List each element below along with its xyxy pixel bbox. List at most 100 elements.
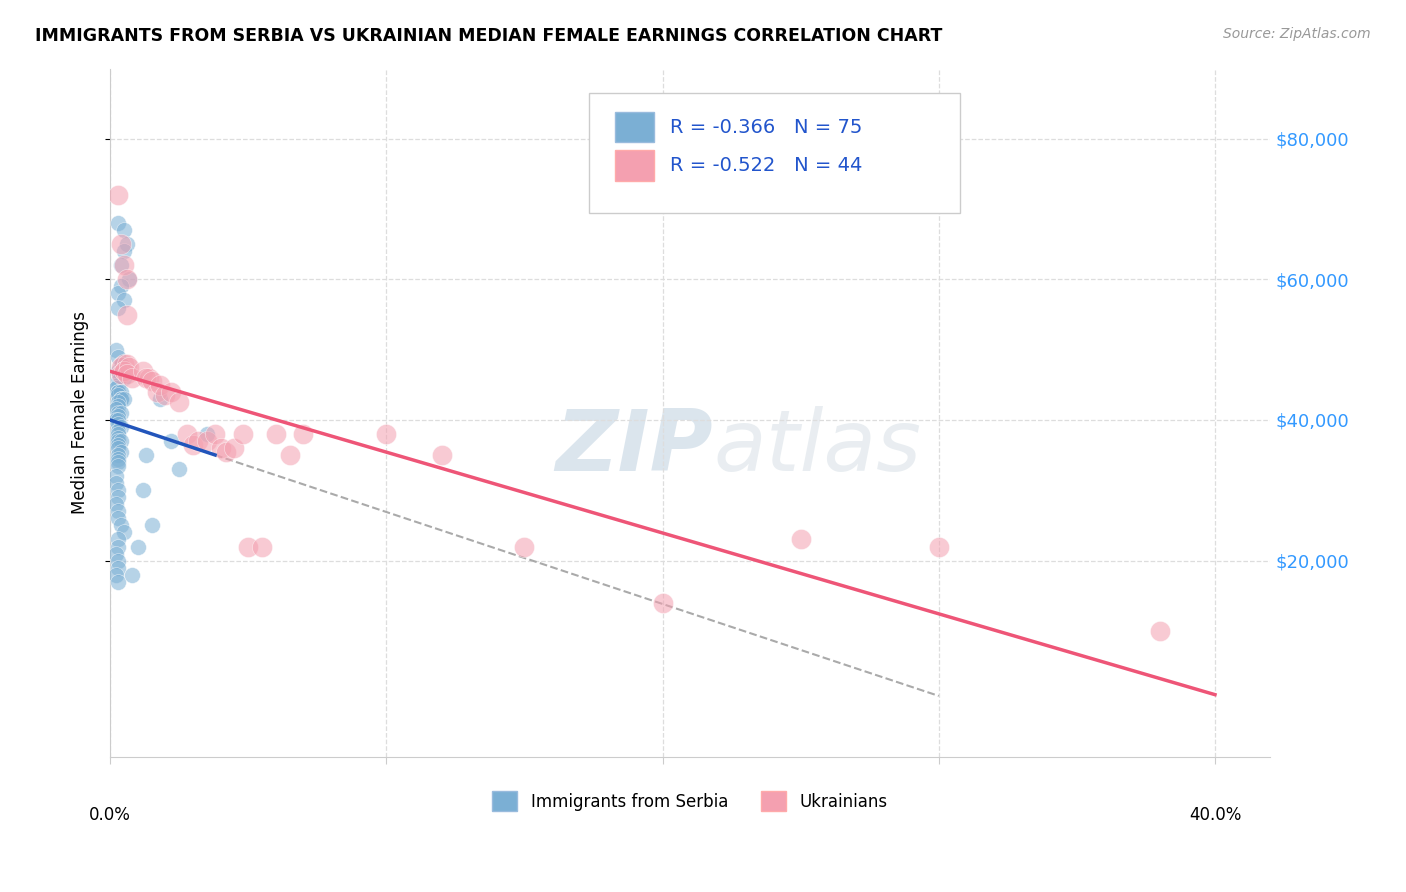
Point	[110, 279, 132, 293]
Point	[107, 483, 129, 498]
Point	[115, 357, 138, 371]
Point	[132, 483, 155, 498]
Point	[112, 364, 135, 378]
Point	[115, 368, 138, 382]
Point	[112, 244, 135, 259]
Legend: Immigrants from Serbia, Ukrainians: Immigrants from Serbia, Ukrainians	[485, 784, 894, 818]
Point	[141, 518, 163, 533]
Point	[135, 448, 157, 462]
Point	[160, 434, 183, 448]
Point	[107, 434, 129, 448]
Point	[110, 518, 132, 533]
Point	[107, 574, 129, 589]
Point	[430, 448, 453, 462]
Point	[107, 384, 129, 399]
Point	[107, 533, 129, 547]
Point	[115, 272, 138, 286]
Point	[107, 504, 129, 518]
Point	[232, 427, 254, 442]
Point	[115, 237, 138, 252]
Point	[121, 371, 143, 385]
Bar	[614, 151, 654, 181]
Point	[155, 388, 177, 402]
Point	[204, 427, 226, 442]
Text: ZIP: ZIP	[555, 406, 713, 489]
Point	[107, 553, 129, 567]
Point	[107, 374, 129, 388]
Bar	[614, 112, 654, 142]
Point	[104, 497, 127, 511]
Point	[135, 371, 157, 385]
Point	[107, 384, 129, 399]
Point	[224, 441, 246, 455]
Point	[112, 357, 135, 371]
Point	[375, 427, 398, 442]
Point	[127, 540, 149, 554]
Point	[107, 431, 129, 445]
Point	[292, 427, 315, 442]
Point	[195, 427, 218, 442]
Point	[1149, 624, 1171, 638]
Point	[238, 540, 260, 554]
Point	[132, 364, 155, 378]
Text: Source: ZipAtlas.com: Source: ZipAtlas.com	[1223, 27, 1371, 41]
Point	[107, 377, 129, 392]
Point	[110, 420, 132, 434]
Point	[110, 368, 132, 382]
Point	[928, 540, 950, 554]
Point	[110, 364, 132, 378]
Point	[110, 360, 132, 375]
Point	[181, 437, 204, 451]
Point	[215, 444, 238, 458]
Point	[107, 427, 129, 442]
Point	[107, 388, 129, 402]
Point	[264, 427, 287, 442]
Point	[118, 272, 141, 286]
Point	[107, 286, 129, 301]
Point	[789, 533, 811, 547]
Text: atlas: atlas	[713, 406, 921, 489]
Point	[110, 406, 132, 420]
Y-axis label: Median Female Earnings: Median Female Earnings	[72, 311, 89, 515]
Point	[146, 384, 169, 399]
Point	[112, 392, 135, 406]
Point	[104, 476, 127, 491]
Point	[107, 441, 129, 455]
Point	[110, 384, 132, 399]
Point	[104, 469, 127, 483]
Point	[209, 441, 232, 455]
Point	[176, 427, 198, 442]
Point	[104, 413, 127, 427]
Point	[112, 223, 135, 237]
Point	[118, 360, 141, 375]
Point	[160, 384, 183, 399]
Point	[112, 258, 135, 272]
Point	[195, 434, 218, 448]
Point	[110, 392, 132, 406]
Point	[107, 437, 129, 451]
Point	[250, 540, 273, 554]
Point	[104, 381, 127, 395]
Point	[107, 413, 129, 427]
Point	[107, 560, 129, 574]
Point	[107, 364, 129, 378]
Point	[104, 402, 127, 417]
Point	[107, 540, 129, 554]
Point	[107, 301, 129, 315]
Point	[107, 350, 129, 364]
Point	[110, 392, 132, 406]
Point	[110, 357, 132, 371]
Point	[167, 395, 190, 409]
Point	[167, 462, 190, 476]
Point	[107, 424, 129, 438]
Point	[107, 395, 129, 409]
Point	[115, 308, 138, 322]
Point	[107, 406, 129, 420]
Point	[112, 371, 135, 385]
Text: IMMIGRANTS FROM SERBIA VS UKRAINIAN MEDIAN FEMALE EARNINGS CORRELATION CHART: IMMIGRANTS FROM SERBIA VS UKRAINIAN MEDI…	[35, 27, 942, 45]
Point	[110, 357, 132, 371]
Point	[121, 567, 143, 582]
Point	[110, 258, 132, 272]
Text: R = -0.366   N = 75: R = -0.366 N = 75	[671, 118, 863, 136]
Point	[187, 434, 209, 448]
